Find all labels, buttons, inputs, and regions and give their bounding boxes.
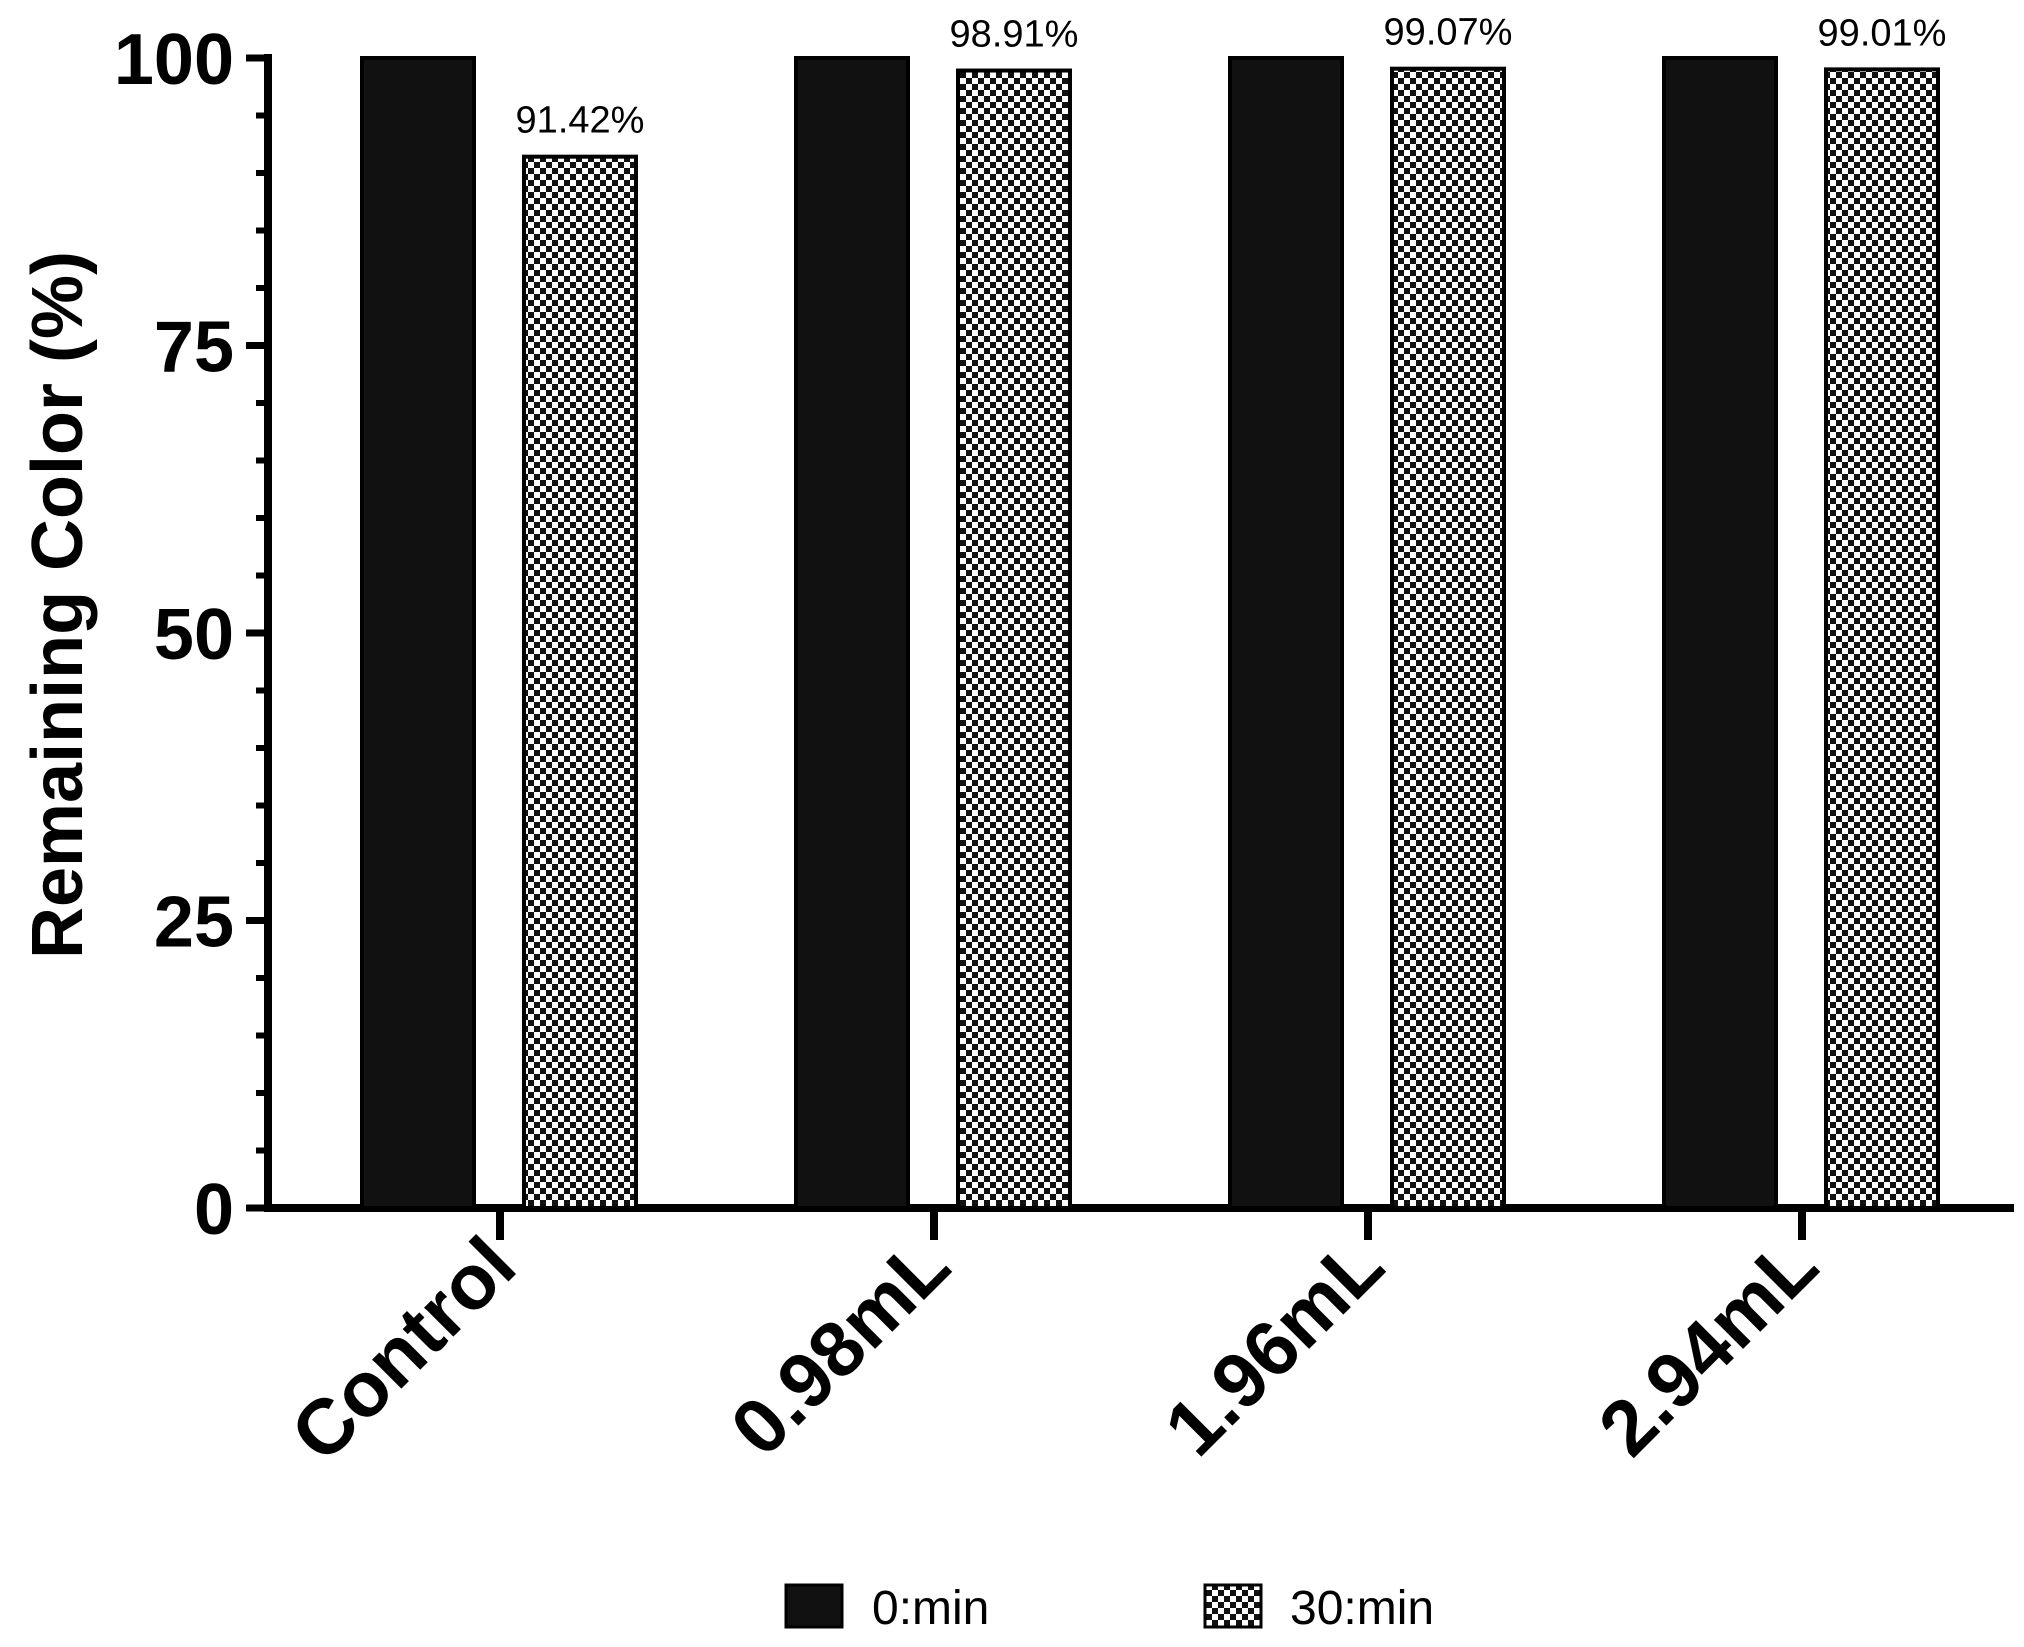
data-label: 99.07% bbox=[1384, 12, 1513, 54]
bar-30min bbox=[1824, 67, 1940, 1210]
data-label: 99.01% bbox=[1818, 12, 1947, 54]
y-tick-label: 25 bbox=[154, 883, 234, 963]
y-axis: 0 25 50 75 100 bbox=[114, 20, 272, 1250]
legend-swatch-30min bbox=[1203, 1583, 1263, 1629]
bar-0min bbox=[1662, 56, 1778, 1210]
category-label: 0.98mL bbox=[714, 1220, 966, 1472]
bar-30min bbox=[1390, 66, 1506, 1211]
data-labels: 91.42% 98.91% 99.07% 99.01% bbox=[516, 12, 1947, 142]
legend-label-0min: 0:min bbox=[872, 1582, 989, 1635]
x-axis bbox=[264, 1204, 2014, 1240]
data-label: 91.42% bbox=[516, 100, 645, 142]
y-tick-label: 100 bbox=[114, 20, 234, 100]
y-tick-label: 50 bbox=[154, 595, 234, 675]
legend: 0:min 30:min bbox=[784, 1582, 1434, 1635]
y-axis-label: Remaining Color (%) bbox=[18, 251, 98, 959]
legend-label-30min: 30:min bbox=[1290, 1582, 1434, 1635]
legend-swatch-0min bbox=[784, 1583, 844, 1629]
y-tick-label: 75 bbox=[154, 308, 234, 388]
category-label: Control bbox=[274, 1220, 532, 1478]
bars bbox=[360, 56, 1940, 1211]
bar-0min bbox=[360, 56, 476, 1210]
bar-0min bbox=[1228, 56, 1344, 1210]
category-label: 2.94mL bbox=[1582, 1220, 1834, 1472]
data-label: 98.91% bbox=[950, 14, 1079, 56]
category-label: 1.96mL bbox=[1148, 1220, 1400, 1472]
y-tick-label: 0 bbox=[194, 1170, 234, 1250]
bar-30min bbox=[522, 154, 638, 1210]
bar-0min bbox=[794, 56, 910, 1210]
bar-30min bbox=[956, 68, 1072, 1210]
category-labels: Control 0.98mL 1.96mL 2.94mL bbox=[274, 1220, 1834, 1478]
